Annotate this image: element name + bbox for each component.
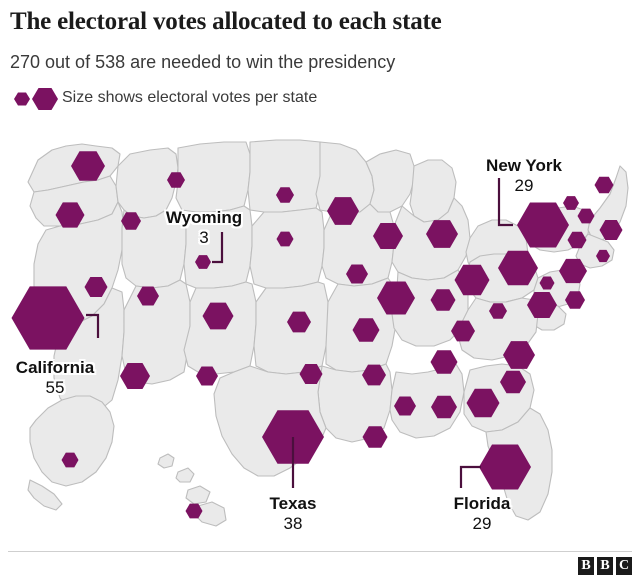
callout-florida-name: Florida [453,494,511,513]
state-hexagon[interactable] [377,281,415,315]
legend-hexagons [14,88,58,110]
legend-hex-small [14,92,30,106]
state-hexagon[interactable] [202,302,234,330]
state-hexagon[interactable] [563,196,579,210]
state-hexagon[interactable] [517,202,569,248]
state-hexagon[interactable] [559,258,587,284]
bbc-logo: B B C [578,557,632,575]
state-hexagon[interactable] [55,202,85,228]
state-hexagon[interactable] [196,366,218,386]
state-hexagon[interactable] [195,255,211,269]
state-hexagon[interactable] [479,444,531,490]
state-hexagon[interactable] [503,341,535,369]
callout-wyoming-name: Wyoming [165,208,243,227]
us-electoral-map: California 55 Wyoming 3 New York 29 Texa… [0,120,640,545]
state-hexagon[interactable] [120,363,150,389]
state-hexagon[interactable] [577,208,595,224]
state-hexagon[interactable] [327,197,359,225]
state-hexagon[interactable] [565,291,585,309]
state-hexagon[interactable] [276,187,294,203]
state-hexagon[interactable] [430,350,458,374]
state-hexagon[interactable] [596,249,610,263]
state-hexagon[interactable] [71,151,105,181]
state-hexagon[interactable] [352,318,380,342]
callout-new-york-name: New York [486,156,562,175]
footer-divider [8,551,632,552]
state-hexagon[interactable] [489,303,507,319]
state-hexagon[interactable] [539,276,555,290]
leader-line-new-york [497,178,513,227]
state-hexagon[interactable] [500,370,526,394]
callout-california: California 55 [0,358,110,398]
state-hexagon[interactable] [527,292,557,318]
state-hexagon[interactable] [362,364,386,386]
state-hexagon[interactable] [121,212,141,230]
state-hexagon[interactable] [394,396,416,416]
legend-label: Size shows electoral votes per state [62,89,318,106]
state-hexagon[interactable] [594,176,614,194]
state-hexagon[interactable] [567,231,587,249]
callout-texas-votes: 38 [283,514,303,533]
callout-california-votes: 55 [45,378,65,397]
callout-new-york-votes: 29 [514,176,534,195]
leader-line-california [86,313,100,338]
state-hexagons-layer [11,151,623,519]
state-hexagon[interactable] [431,395,457,419]
state-hexagon[interactable] [498,250,538,286]
state-hexagon[interactable] [167,172,185,188]
state-hexagon[interactable] [362,426,388,448]
page-title: The electoral votes allocated to each st… [10,8,442,35]
state-hexagon[interactable] [346,264,368,284]
leader-line-wyoming [212,232,224,264]
bbc-logo-letter-1: B [578,557,594,575]
leader-line-florida [459,465,481,488]
state-hexagon[interactable] [454,264,490,296]
state-hexagon[interactable] [451,320,475,342]
subtitle: 270 out of 538 are needed to win the pre… [10,52,396,72]
callout-texas: Texas 38 [241,494,345,534]
legend-hex-large [32,88,58,110]
state-hexagon[interactable] [430,289,456,311]
state-hexagon[interactable] [11,286,85,350]
callout-california-name: California [15,358,95,377]
callout-wyoming: Wyoming 3 [148,208,260,248]
state-hexagon[interactable] [426,220,458,248]
state-hexagon[interactable] [599,220,623,240]
bbc-logo-letter-3: C [616,557,632,575]
callout-florida-votes: 29 [472,514,492,533]
state-hexagon[interactable] [61,452,79,468]
state-hexagon[interactable] [137,286,159,306]
callout-texas-name: Texas [269,494,317,513]
state-hexagon[interactable] [287,311,311,333]
callout-new-york: New York 29 [468,156,580,196]
state-hexagon[interactable] [185,503,203,519]
callout-florida: Florida 29 [430,494,534,534]
state-hexagon[interactable] [299,364,323,384]
state-hexagon[interactable] [466,388,500,418]
bbc-logo-letter-2: B [597,557,613,575]
callout-wyoming-votes: 3 [199,228,209,247]
state-hexagon[interactable] [373,223,403,249]
state-hexagon[interactable] [84,277,108,297]
state-hexagon[interactable] [276,231,294,247]
